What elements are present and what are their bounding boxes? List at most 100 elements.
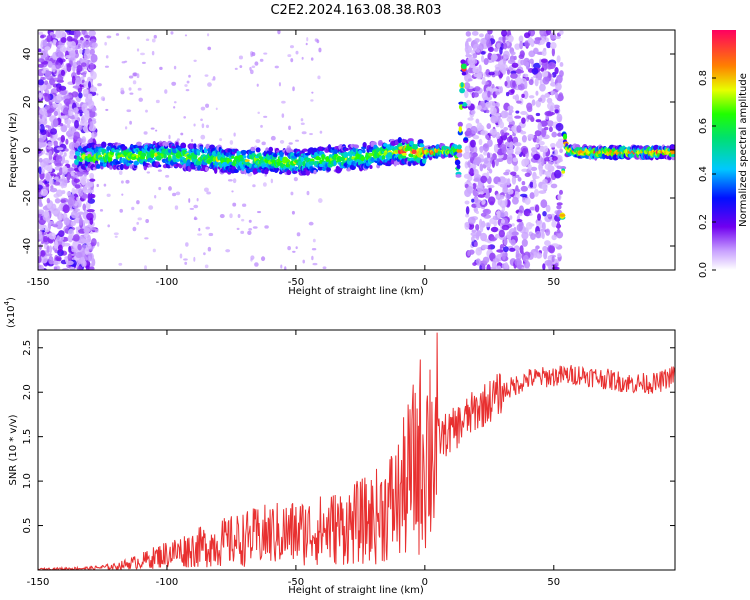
heatmap-noise-blob [67,234,74,243]
heatmap-noise-blob [62,204,70,214]
heatmap-speckle [211,78,215,81]
heatmap-speckle [254,61,259,66]
heatmap-ridge-blob [297,160,304,167]
colorbar-tick-label: 0.8 [698,70,709,86]
heatmap-speckle [256,210,262,214]
heatmap-noise-blob [467,216,476,225]
heatmap-speckle [256,83,259,87]
heatmap-ridge-blob [106,145,111,152]
heatmap-ridge-blob [141,158,148,163]
heatmap-speckle [124,126,128,130]
heatmap-noise-blob [535,252,543,259]
heatmap-noise-blob [38,209,45,215]
heatmap-speckle [158,186,162,191]
heatmap-noise-blob [509,215,513,220]
heatmap-speckle [311,255,314,261]
heatmap-noise-blob [482,76,486,85]
heatmap-speckle [96,93,99,96]
heatmap-noise-blob [531,99,536,106]
heatmap-noise-blob [520,110,528,116]
x-tick-label: -50 [288,277,304,288]
heatmap-speckle [146,171,151,174]
colorbar-tick-label: 0.0 [698,262,709,278]
heatmap-noise-blob [48,220,54,225]
heatmap-noise-blob [501,110,505,119]
heatmap-ridge-blob [231,155,235,159]
heatmap-noise-blob [463,82,471,90]
heatmap-noise-blob [545,170,552,178]
heatmap-noise-blob [501,224,510,231]
heatmap-noise-blob [489,128,498,135]
heatmap-noise-blob [530,166,538,171]
heatmap-noise-blob [556,55,561,63]
heatmap-noise-blob [541,232,545,240]
heatmap-speckle [254,262,259,267]
heatmap-speckle [143,131,148,135]
heatmap-speckle [150,127,155,130]
heatmap-ridge-blob [244,159,250,163]
heatmap-ridge-blob [206,159,212,164]
heatmap-noise-blob [487,90,491,98]
x-tick-label: -50 [288,577,304,588]
heatmap-noise-blob [59,167,63,175]
heatmap-ridge-blob [133,164,138,169]
heatmap-noise-blob [486,171,490,179]
heatmap-noise-blob [88,109,96,118]
heatmap-noise-blob [485,86,493,92]
heatmap-ridge-blob [122,159,128,163]
heatmap-noise-blob [534,77,539,87]
heatmap-ridge-blob [128,160,134,164]
heatmap-speckle [141,61,146,64]
heatmap-noise-blob [66,123,71,129]
heatmap-noise-blob [40,34,45,39]
heatmap-speckle [104,41,107,46]
heatmap-marks [38,30,675,270]
heatmap-noise-blob [503,185,508,194]
heatmap-noise-blob [44,227,50,233]
heatmap-speckle [96,241,100,247]
heatmap-noise-blob [539,78,543,86]
heatmap-speckle [225,249,231,253]
heatmap-speckle [159,66,163,70]
heatmap-ridge-blob [205,166,209,172]
heatmap-ridge-blob [559,213,566,217]
heatmap-noise-blob [89,121,94,130]
heatmap-noise-blob [75,251,83,259]
heatmap-speckle [190,138,194,142]
heatmap-noise-blob [90,38,96,43]
heatmap-noise-blob [60,134,66,143]
heatmap-speckle [290,191,294,196]
heatmap-noise-blob [38,256,42,264]
heatmap-noise-blob [550,78,554,83]
heatmap-noise-blob [38,63,44,68]
heatmap-noise-blob [514,115,522,119]
heatmap-noise-blob [67,167,76,171]
heatmap-noise-blob [475,210,479,215]
snr-frame [37,329,676,571]
heatmap-speckle [155,99,160,104]
heatmap-speckle [200,134,206,140]
heatmap-noise-blob [482,188,490,194]
heatmap-noise-blob [528,95,535,99]
heatmap-noise-blob [45,183,50,187]
heatmap-noise-blob [43,210,50,218]
y-tick-label: 1.0 [22,473,33,489]
heatmap-noise-blob [514,43,521,50]
heatmap-speckle [120,180,124,184]
heatmap-noise-blob [521,117,526,124]
heatmap-noise-blob [69,50,76,58]
heatmap-speckle [132,80,137,85]
heatmap-speckle [262,182,267,187]
heatmap-noise-blob [469,139,476,148]
heatmap-speckle [106,193,111,197]
heatmap-noise-blob [521,238,528,247]
heatmap-speckle [264,174,267,177]
heatmap-ridge-blob [213,167,218,174]
heatmap-ridge-blob [343,151,349,159]
heatmap-ridge-blob [456,148,463,154]
heatmap-noise-blob [487,30,493,35]
heatmap-noise-blob [78,92,83,99]
heatmap-noise-blob [80,179,87,185]
heatmap-speckle [263,115,268,118]
heatmap-ridge-blob [272,153,278,158]
